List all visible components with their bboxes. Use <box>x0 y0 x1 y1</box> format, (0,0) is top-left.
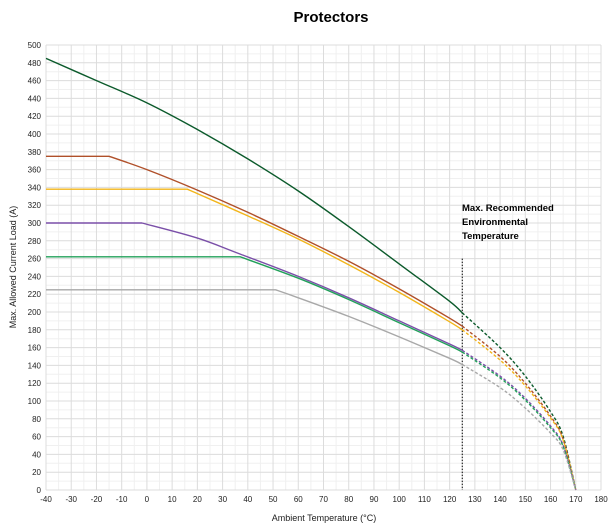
y-tick-labels: 0 20 40 60 80 100 120 140 160 180 200 220 240 260 280 3… <box>28 41 42 495</box>
y-axis-label: Max. Allowed Current Load (A) <box>8 206 18 329</box>
series-1-dashed-line <box>461 312 577 491</box>
x-tick-label: -20 <box>91 495 103 504</box>
y-tick-label: 380 <box>28 148 42 157</box>
y-tick-label: 280 <box>28 237 42 246</box>
y-tick-label: 100 <box>28 397 42 406</box>
x-tick-label: 160 <box>544 495 558 504</box>
series-3 <box>46 188 577 491</box>
x-tick-label: 150 <box>519 495 533 504</box>
y-tick-label: 240 <box>28 272 42 281</box>
x-tick-label: 60 <box>294 495 303 504</box>
x-tick-label: -40 <box>40 495 52 504</box>
y-tick-label: 340 <box>28 183 42 192</box>
series-1-solid-line <box>45 57 463 314</box>
y-tick-label: 180 <box>28 326 42 335</box>
y-tick-label: 500 <box>28 41 42 50</box>
y-tick-label: 80 <box>32 415 41 424</box>
y-tick-label: 400 <box>28 130 42 139</box>
y-tick-label: 40 <box>32 450 41 459</box>
x-tick-label: 40 <box>243 495 252 504</box>
grid <box>45 44 602 491</box>
annotation-line-2: Environmental <box>462 217 528 228</box>
series-5-dashed-line <box>461 351 577 491</box>
series-layer <box>45 57 577 491</box>
y-tick-label: 360 <box>28 166 42 175</box>
series-2-solid-line <box>46 155 463 327</box>
x-tick-label: -30 <box>65 495 77 504</box>
y-tick-label: 140 <box>28 361 42 370</box>
series-1 <box>45 57 577 491</box>
x-tick-label: 50 <box>269 495 278 504</box>
y-tick-label: 460 <box>28 77 42 86</box>
series-3-dashed-line <box>461 329 577 491</box>
x-axis-label: Ambient Temperature (°C) <box>272 513 376 523</box>
annotation-line-1: Max. Recommended <box>462 203 554 214</box>
y-tick-label: 480 <box>28 59 42 68</box>
series-5 <box>46 256 577 491</box>
series-4 <box>46 222 577 491</box>
x-tick-label: 30 <box>218 495 227 504</box>
series-6 <box>46 289 577 491</box>
x-tick-label: 20 <box>193 495 202 504</box>
y-tick-label: 300 <box>28 219 42 228</box>
y-tick-label: 160 <box>28 344 42 353</box>
series-2-dashed-line <box>461 325 577 491</box>
y-tick-label: 120 <box>28 379 42 388</box>
y-tick-label: 220 <box>28 290 42 299</box>
y-tick-label: 60 <box>32 433 41 442</box>
series-6-dashed-line <box>461 363 577 491</box>
series-5-solid-line <box>46 256 463 353</box>
y-tick-label: 260 <box>28 255 42 264</box>
series-3-solid-line <box>46 188 463 331</box>
y-tick-label: 200 <box>28 308 42 317</box>
x-tick-label: 10 <box>168 495 177 504</box>
x-tick-labels: -40 -30 -20 -10 0 10 20 30 40 50 60 70 80 90 100 110 120… <box>40 495 608 504</box>
y-tick-label: 0 <box>37 486 42 495</box>
x-tick-label: 100 <box>393 495 407 504</box>
x-tick-label: 110 <box>418 495 431 504</box>
y-tick-label: 420 <box>28 112 42 121</box>
series-4-dashed-line <box>461 349 577 491</box>
y-tick-label: 20 <box>32 468 41 477</box>
x-tick-label: 170 <box>569 495 583 504</box>
chart-title: Protectors <box>293 9 368 26</box>
y-tick-label: 440 <box>28 94 42 103</box>
y-tick-label: 320 <box>28 201 42 210</box>
annotation-line-3: Temperature <box>462 231 519 242</box>
x-tick-label: 80 <box>344 495 353 504</box>
x-tick-label: 90 <box>370 495 379 504</box>
x-tick-label: 70 <box>319 495 328 504</box>
x-tick-label: -10 <box>116 495 128 504</box>
x-tick-label: 140 <box>493 495 507 504</box>
series-6-solid-line <box>46 289 463 366</box>
series-4-solid-line <box>46 222 463 351</box>
x-tick-label: 180 <box>594 495 608 504</box>
x-tick-label: 120 <box>443 495 457 504</box>
x-tick-label: 130 <box>468 495 482 504</box>
x-tick-label: 0 <box>145 495 150 504</box>
series-2 <box>46 155 577 491</box>
